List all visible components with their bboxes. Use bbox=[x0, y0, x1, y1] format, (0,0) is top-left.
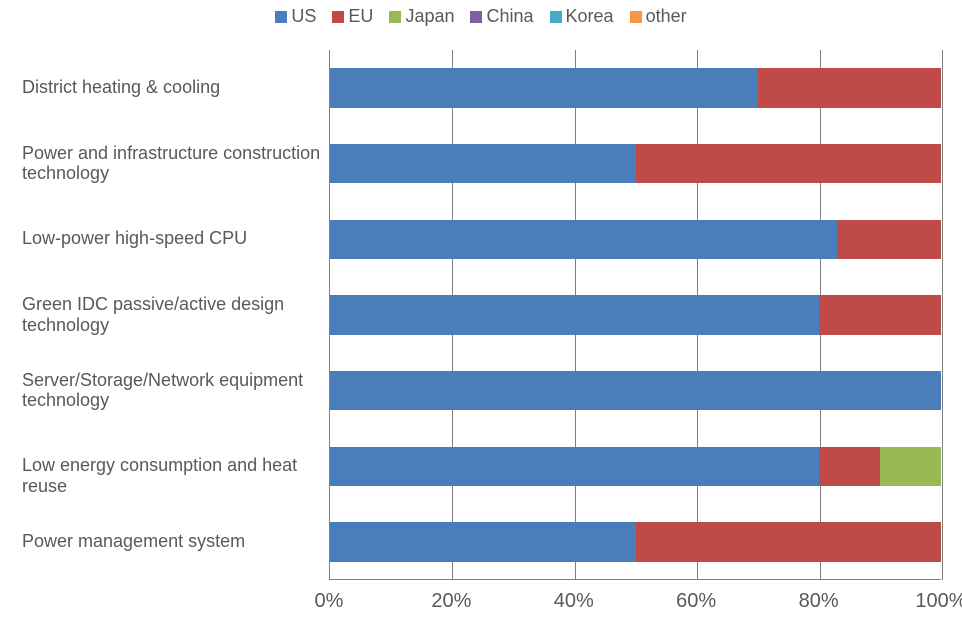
x-tick-label: 60% bbox=[676, 590, 716, 613]
legend-swatch bbox=[470, 11, 482, 23]
bar-row bbox=[330, 68, 941, 107]
legend-swatch bbox=[275, 11, 287, 23]
legend-item-japan: Japan bbox=[389, 6, 454, 27]
bar-row bbox=[330, 447, 941, 486]
legend-swatch bbox=[630, 11, 642, 23]
legend: US EU Japan China Korea other bbox=[0, 6, 962, 27]
category-label: Server/Storage/Network equipment technol… bbox=[12, 370, 322, 411]
plot-area bbox=[329, 50, 941, 580]
bar-segment-us bbox=[330, 68, 758, 107]
bar-segment-japan bbox=[880, 447, 941, 486]
category-label: Low energy consumption and heat reuse bbox=[12, 455, 322, 496]
bar-segment-us bbox=[330, 295, 819, 334]
legend-item-us: US bbox=[275, 6, 316, 27]
bar-segment-us bbox=[330, 144, 636, 183]
legend-item-eu: EU bbox=[332, 6, 373, 27]
bar-segment-eu bbox=[636, 144, 942, 183]
legend-item-korea: Korea bbox=[550, 6, 614, 27]
bar-row bbox=[330, 371, 941, 410]
chart-container: US EU Japan China Korea other 0% 20% 40% 60% 80% 1… bbox=[0, 0, 962, 635]
bar-row bbox=[330, 522, 941, 561]
gridline bbox=[942, 50, 943, 580]
bar-segment-eu bbox=[636, 522, 942, 561]
x-tick-label: 40% bbox=[554, 590, 594, 613]
bar-segment-eu bbox=[837, 220, 941, 259]
bar-segment-eu bbox=[819, 295, 941, 334]
bar-row bbox=[330, 144, 941, 183]
legend-label: other bbox=[646, 6, 687, 26]
bar-segment-us bbox=[330, 447, 819, 486]
bar-segment-us bbox=[330, 522, 636, 561]
legend-swatch bbox=[389, 11, 401, 23]
category-label: District heating & cooling bbox=[12, 77, 322, 98]
legend-label: Japan bbox=[405, 6, 454, 26]
x-tick-label: 0% bbox=[315, 590, 344, 613]
bar-row bbox=[330, 295, 941, 334]
legend-item-china: China bbox=[470, 6, 533, 27]
x-tick-label: 100% bbox=[915, 590, 962, 613]
legend-label: US bbox=[291, 6, 316, 26]
x-tick-label: 20% bbox=[431, 590, 471, 613]
bar-segment-us bbox=[330, 220, 837, 259]
bar-segment-eu bbox=[819, 447, 880, 486]
legend-label: Korea bbox=[566, 6, 614, 26]
bar-row bbox=[330, 220, 941, 259]
legend-label: EU bbox=[348, 6, 373, 26]
legend-label: China bbox=[486, 6, 533, 26]
bar-segment-us bbox=[330, 371, 941, 410]
x-tick-label: 80% bbox=[799, 590, 839, 613]
legend-item-other: other bbox=[630, 6, 687, 27]
legend-swatch bbox=[550, 11, 562, 23]
category-label: Green IDC passive/active design technolo… bbox=[12, 294, 322, 335]
category-label: Power and infrastructure construction te… bbox=[12, 143, 322, 184]
bar-segment-eu bbox=[758, 68, 941, 107]
category-label: Low-power high-speed CPU bbox=[12, 228, 322, 249]
legend-swatch bbox=[332, 11, 344, 23]
category-label: Power management system bbox=[12, 531, 322, 552]
